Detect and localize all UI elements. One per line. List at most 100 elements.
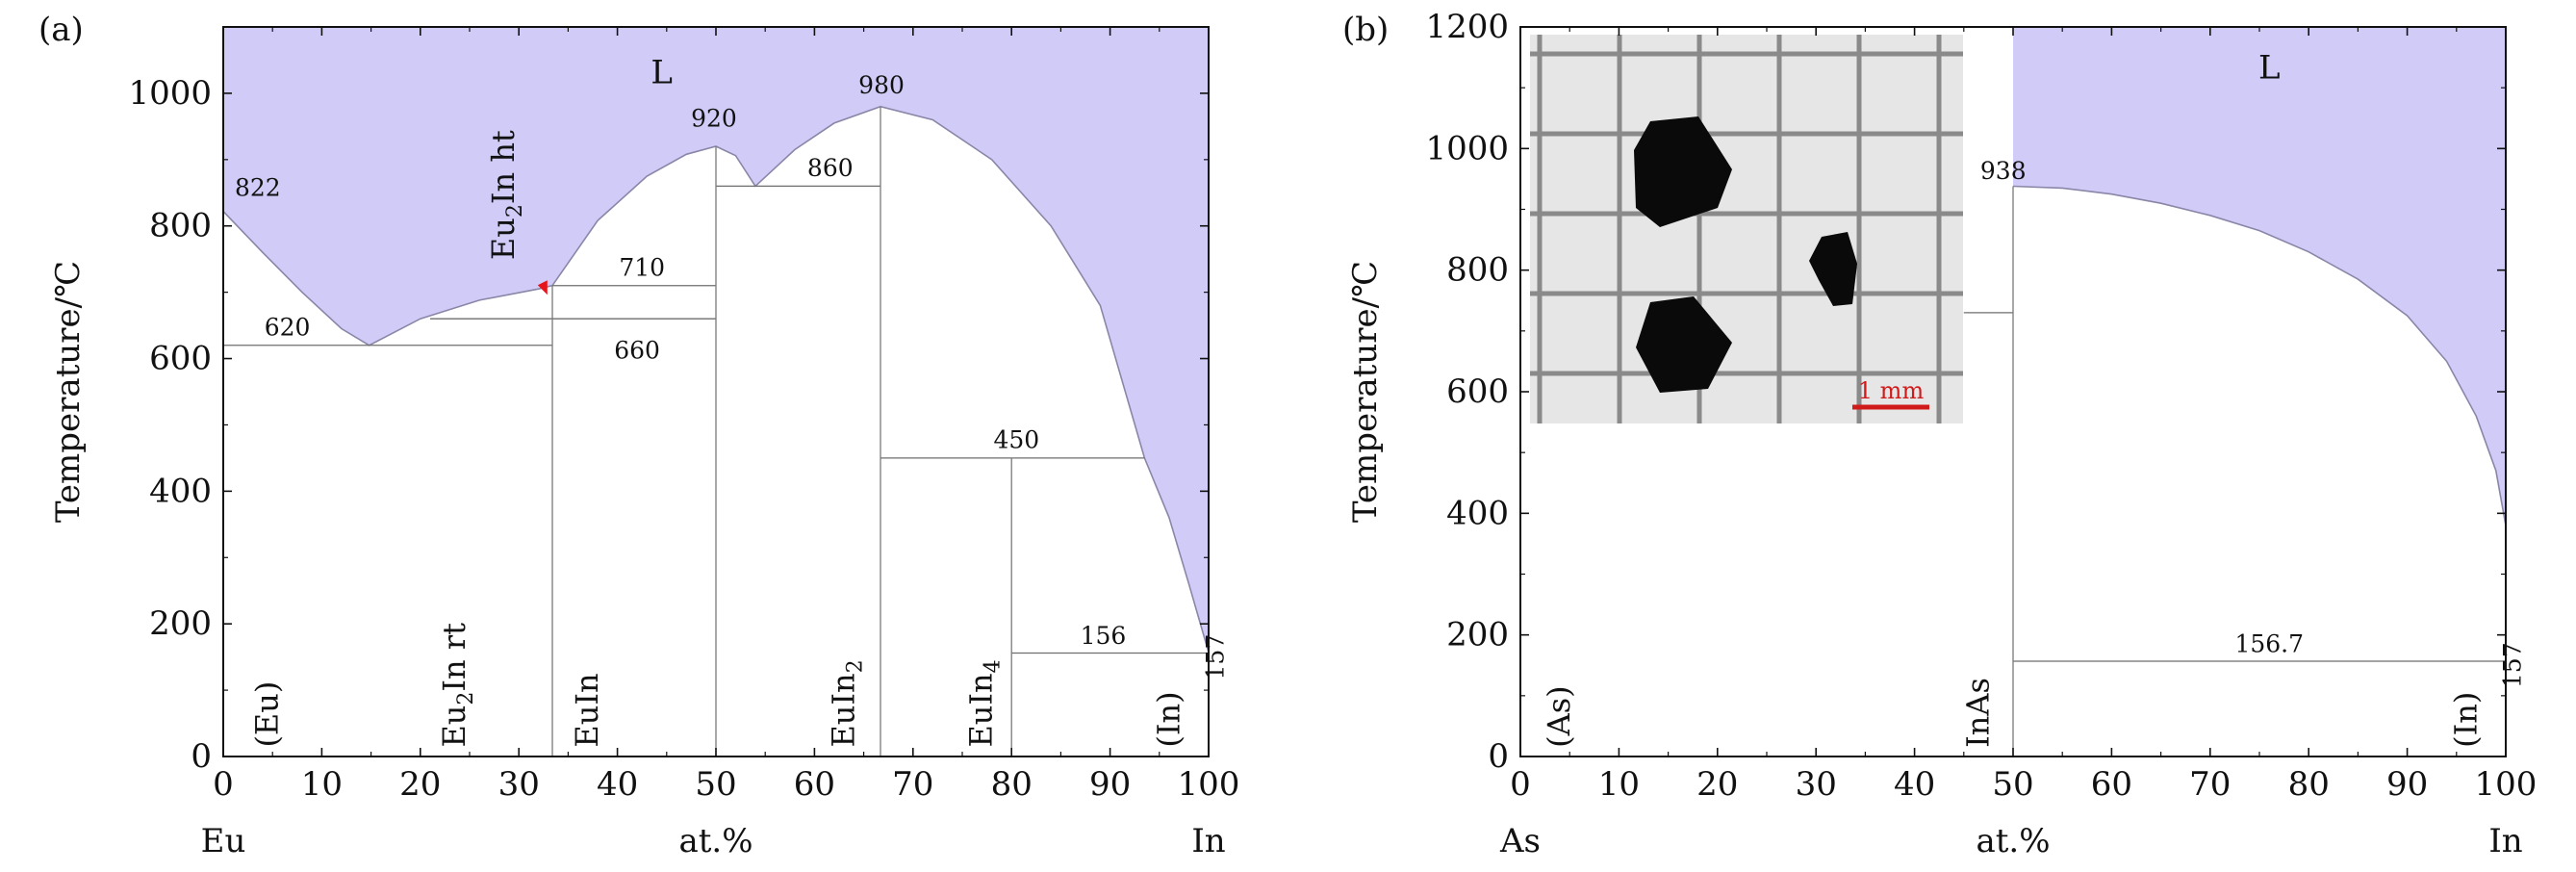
x-tick-label: 90 — [1089, 765, 1131, 804]
liquid-region — [2013, 27, 2506, 526]
liquid-phase-label: L — [650, 54, 673, 92]
temperature-annotation: 920 — [691, 104, 737, 132]
x-tick-label: 0 — [213, 765, 234, 804]
temperature-annotation: 156 — [1081, 622, 1127, 650]
y-tick-label: 1200 — [1425, 8, 1509, 46]
liquid-region — [223, 27, 1209, 653]
phase-label-part: InAs — [1959, 678, 1996, 748]
phase-label-part: In rt — [436, 623, 472, 692]
temperature-annotation: 980 — [858, 71, 905, 99]
temperature-annotation: 156.7 — [2234, 629, 2304, 657]
scale-bar-label: 1 mm — [1858, 377, 1925, 404]
y-tick-label: 800 — [1446, 251, 1509, 290]
liquidus-line — [2012, 185, 2506, 526]
y-tick-label: 0 — [1488, 737, 1509, 776]
temperature-annotation: 157 — [2498, 642, 2526, 688]
phase-label-part: In ht — [485, 130, 522, 204]
crystal-shape — [1634, 116, 1732, 227]
phase-label-subscript: 2 — [843, 659, 867, 673]
y-tick-label: 1000 — [128, 74, 212, 113]
y-tick-label: 200 — [149, 604, 212, 643]
temperature-annotation: 660 — [614, 337, 660, 365]
y-axis-title: Temperature/℃ — [49, 261, 88, 523]
phase-label: EuIn2 — [825, 659, 867, 747]
y-axis-title: Temperature/℃ — [1346, 261, 1385, 523]
phase-label-part: (In) — [1150, 691, 1186, 747]
phase-label-part: (As) — [1541, 685, 1577, 748]
phase-label-part: EuIn — [569, 673, 605, 747]
plot-area — [223, 27, 1209, 757]
x-tick-label: 20 — [399, 765, 441, 804]
temperature-annotation: 860 — [807, 154, 854, 182]
phase-label: InAs — [1959, 678, 1996, 748]
temperature-annotation: 157 — [1201, 634, 1229, 680]
x-tick-label: 90 — [2386, 765, 2428, 804]
phase-label-part: EuIn — [825, 673, 861, 747]
liquid-phase-label: L — [2258, 49, 2281, 88]
x-left-element-label: As — [1499, 822, 1541, 860]
y-tick-label: 1000 — [1425, 129, 1509, 167]
phase-label: (In) — [1150, 691, 1186, 747]
x-axis-title: at.% — [1976, 822, 2050, 860]
panel-label: (b) — [1342, 11, 1389, 49]
phase-label-part: Eu — [485, 218, 522, 260]
temperature-annotation: 938 — [1980, 157, 2027, 185]
panel-b: 1 mm0 10 20 30 40 50 60 70 80 90 10002004006008001… — [1342, 8, 2537, 860]
x-tick-label: 50 — [695, 765, 736, 804]
inset-background — [1530, 35, 1963, 423]
temperature-annotation: 822 — [235, 174, 281, 202]
x-tick-label: 30 — [1796, 765, 1837, 804]
x-right-element-label: In — [2488, 822, 2522, 860]
y-tick-label: 400 — [1446, 494, 1509, 532]
temperature-annotation: 450 — [993, 426, 1039, 454]
x-tick-label: 80 — [991, 765, 1033, 804]
inset-photo: 1 mm — [1530, 35, 1963, 423]
phase-label-part: (Eu) — [248, 681, 285, 748]
phase-marker — [537, 280, 548, 295]
phase-label: Eu2In ht — [485, 130, 527, 260]
temperature-annotation: 620 — [265, 313, 311, 341]
x-tick-label: 40 — [1894, 765, 1935, 804]
y-tick-label: 200 — [1446, 616, 1509, 654]
x-tick-label: 20 — [1696, 765, 1738, 804]
phase-label: (Eu) — [248, 681, 285, 748]
x-tick-label: 60 — [794, 765, 835, 804]
phase-label: (As) — [1541, 685, 1577, 748]
phase-label-part: EuIn — [963, 673, 1000, 747]
x-tick-label: 0 — [1510, 765, 1531, 804]
y-tick-label: 0 — [191, 737, 212, 776]
phase-label: EuIn — [569, 673, 605, 747]
phase-label: Eu2In rt — [436, 623, 478, 748]
x-tick-label: 100 — [2475, 765, 2538, 804]
phase-label-subscript: 2 — [454, 692, 478, 705]
phase-label-subscript: 2 — [503, 204, 527, 218]
phase-label-part: (In) — [2447, 692, 2484, 748]
x-tick-label: 30 — [498, 765, 540, 804]
phase-label: (In) — [2447, 692, 2484, 748]
phase-label-subscript: 4 — [982, 659, 1006, 673]
y-tick-label: 600 — [1446, 372, 1509, 411]
x-axis-title: at.% — [678, 822, 752, 860]
crystal-shape — [1809, 232, 1857, 306]
x-tick-label: 40 — [597, 765, 638, 804]
x-tick-label: 10 — [301, 765, 343, 804]
crystal-shape — [1636, 296, 1732, 393]
temperature-annotation: 710 — [619, 253, 665, 281]
plot-area — [1963, 27, 2506, 757]
y-tick-label: 800 — [149, 207, 212, 245]
x-tick-label: 60 — [2091, 765, 2132, 804]
x-tick-label: 70 — [2189, 765, 2231, 804]
phase-label-part: Eu — [436, 705, 472, 748]
y-tick-label: 600 — [149, 340, 212, 378]
x-right-element-label: In — [1191, 822, 1225, 860]
y-tick-label: 400 — [149, 472, 212, 510]
x-tick-label: 50 — [1992, 765, 2033, 804]
x-tick-label: 10 — [1598, 765, 1640, 804]
x-left-element-label: Eu — [201, 822, 246, 860]
x-tick-label: 80 — [2288, 765, 2330, 804]
x-tick-label: 70 — [892, 765, 933, 804]
panel-a: 0 10 20 30 40 50 60 70 80 90 10002004006008001000(… — [38, 11, 1239, 860]
phase-label: EuIn4 — [963, 659, 1006, 747]
panel-label: (a) — [38, 11, 84, 49]
